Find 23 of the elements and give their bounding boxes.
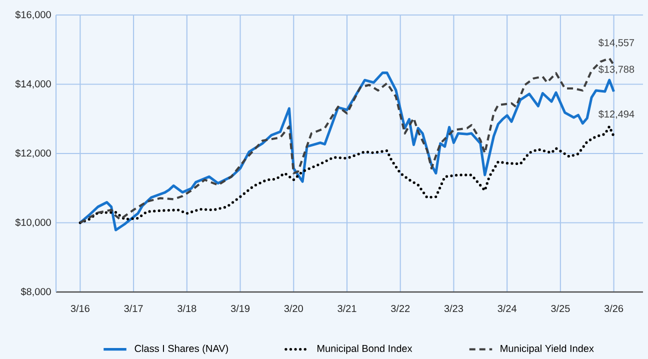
x-tick-label: 3/25 bbox=[551, 304, 570, 312]
legend-label: Municipal Bond Index bbox=[318, 344, 412, 354]
legend-label: Municipal Yield Index bbox=[500, 344, 594, 354]
x-tick-label: 3/20 bbox=[284, 304, 303, 312]
y-tick-label: $16,000 bbox=[15, 10, 51, 20]
annotation: $14,557 bbox=[598, 38, 634, 48]
x-tick-label: 3/26 bbox=[604, 304, 624, 312]
y-tick-label: $14,000 bbox=[15, 80, 51, 88]
x-tick-label: 3/18 bbox=[178, 304, 196, 312]
x-tick-label: 3/22 bbox=[390, 304, 410, 312]
x-tick-label: 3/16 bbox=[70, 304, 90, 312]
x-tick-label: 3/19 bbox=[230, 304, 250, 312]
x-tick-label: 3/21 bbox=[338, 304, 356, 312]
annotation: $13,788 bbox=[598, 65, 634, 74]
y-tick-label: $10,000 bbox=[15, 218, 51, 227]
x-tick-label: 3/24 bbox=[498, 304, 517, 312]
y-tick-label: $12,000 bbox=[15, 149, 51, 158]
annotation: $12,494 bbox=[598, 110, 634, 119]
legend-label: Class I Shares (NAV) bbox=[134, 344, 228, 354]
line-series bbox=[78, 125, 616, 224]
x-tick-label: 3/23 bbox=[444, 304, 464, 312]
x-tick-label: 3/17 bbox=[124, 304, 143, 312]
y-tick-label: $8,000 bbox=[20, 288, 51, 296]
